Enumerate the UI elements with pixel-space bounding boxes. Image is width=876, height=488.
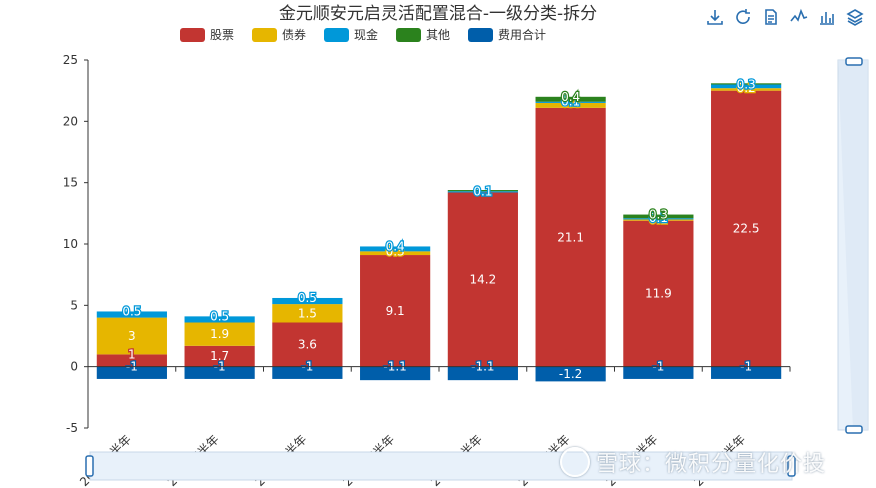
data-label: 11.9 [645,287,672,301]
data-label: 1.5 [298,306,317,320]
download-icon[interactable] [704,6,726,28]
bar-segment[interactable] [447,366,518,381]
bar-segment[interactable] [711,90,782,367]
bar-segment[interactable] [184,316,255,323]
data-view-icon[interactable] [760,6,782,28]
bar-segment[interactable] [447,192,518,367]
horizontal-datazoom-slider[interactable] [85,451,796,481]
bar-segment[interactable] [535,107,606,367]
bar-segment[interactable] [447,191,518,193]
bar-segment[interactable] [711,366,782,379]
zoom-handle-right[interactable] [787,455,796,477]
bar-segment[interactable] [535,96,606,102]
legend-swatch[interactable] [468,28,493,42]
line-chart-icon[interactable] [788,6,810,28]
y-tick-label: 10 [63,237,78,251]
bar-segment[interactable] [272,304,343,323]
bar-segment[interactable] [96,311,167,318]
vertical-datazoom-slider[interactable] [837,57,869,434]
bar-segment[interactable] [535,101,606,103]
data-label: 0.5 [122,304,141,318]
data-label: 1.9 [210,327,229,341]
bar-segment[interactable] [535,366,606,382]
bar-segment[interactable] [96,354,167,367]
stack-icon[interactable] [844,6,866,28]
legend-swatch[interactable] [180,28,205,42]
y-tick-label: 0 [70,360,78,374]
data-label: 0.5 [210,309,229,323]
bar-segment[interactable] [184,322,255,346]
zoom-handle-top[interactable] [845,57,863,66]
data-label: 14.2 [470,273,497,287]
zoom-handle-bottom[interactable] [845,425,863,434]
y-tick-label: 20 [63,114,78,128]
bar-segment[interactable] [360,255,431,367]
data-label: 0.4 [561,90,580,104]
data-label: 22.5 [733,222,760,236]
y-axis: -5 0 5 10 15 20 25 [63,53,89,435]
bar-segment[interactable] [272,366,343,379]
legend-swatch[interactable] [252,28,277,42]
legend-label[interactable]: 债券 [282,27,306,42]
bar-segment[interactable] [623,220,694,367]
legend-label[interactable]: 股票 [210,28,234,42]
data-label: 0.4 [386,239,405,253]
data-label: 1 [128,347,136,361]
watermark-logo-icon [560,447,590,477]
data-label: 3.6 [298,338,317,352]
zoom-handle-left[interactable] [85,455,94,477]
bar-segment[interactable] [184,345,255,367]
data-label: 21.1 [557,230,584,244]
legend-label[interactable]: 现金 [354,27,378,42]
legend[interactable]: 股票 债券 现金 其他 费用合计 [180,27,546,42]
bar-segment[interactable] [535,102,606,108]
bar-segment[interactable] [447,190,518,192]
bar-segment[interactable] [623,219,694,221]
bar-segment[interactable] [96,317,167,355]
bar-segment[interactable] [711,88,782,91]
data-label: 3 [128,329,136,343]
bar-segment[interactable] [360,366,431,381]
bar-segment[interactable] [711,84,782,89]
data-label: -1.2 [559,367,582,381]
y-tick-label: -5 [66,421,78,435]
bar-segment[interactable] [623,366,694,379]
bar-series[interactable]: 1 1.73.69.114.221.111.922.53 1.91.50.30.40… [96,76,782,382]
data-label: 0.3 [649,208,668,222]
watermark-text: 雪球：微积分量化价投 [596,452,827,477]
legend-swatch[interactable] [396,28,421,42]
data-label: 0.2 [737,81,756,95]
data-label: 0.1 [473,184,492,198]
data-label: 0.3 [737,78,756,92]
bar-segment[interactable] [272,322,343,367]
bar-segment[interactable] [360,251,431,256]
toolbox [704,6,866,28]
bar-segment[interactable] [360,246,431,252]
legend-label[interactable]: 其他 [426,28,450,42]
bar-segment[interactable] [184,366,255,379]
y-tick-label: 5 [70,298,78,312]
data-label: 0.4 [561,96,580,110]
chart-title: 金元顺安元启灵活配置混合-一级分类-拆分 [279,4,597,24]
data-label: 0.1 [561,95,580,109]
data-label: 0.3 [386,244,405,258]
data-label: 0.5 [298,291,317,305]
bar-chart-icon[interactable] [816,6,838,28]
watermark: 雪球：微积分量化价投 [560,446,826,478]
bar-segment[interactable] [711,83,782,85]
y-tick-label: 25 [63,53,78,67]
legend-label[interactable]: 费用合计 [498,27,546,42]
bar-segment[interactable] [272,297,343,305]
bar-segment[interactable] [623,218,694,220]
refresh-icon[interactable] [732,6,754,28]
bar-segment[interactable] [623,214,694,219]
legend-swatch[interactable] [324,28,349,42]
data-label: 1.7 [210,349,229,363]
data-label: 0.1 [649,212,668,226]
y-tick-label: 15 [63,176,78,190]
bar-segment[interactable] [96,366,167,379]
data-label: 0.1 [649,211,668,225]
data-label: 9.1 [386,304,405,318]
